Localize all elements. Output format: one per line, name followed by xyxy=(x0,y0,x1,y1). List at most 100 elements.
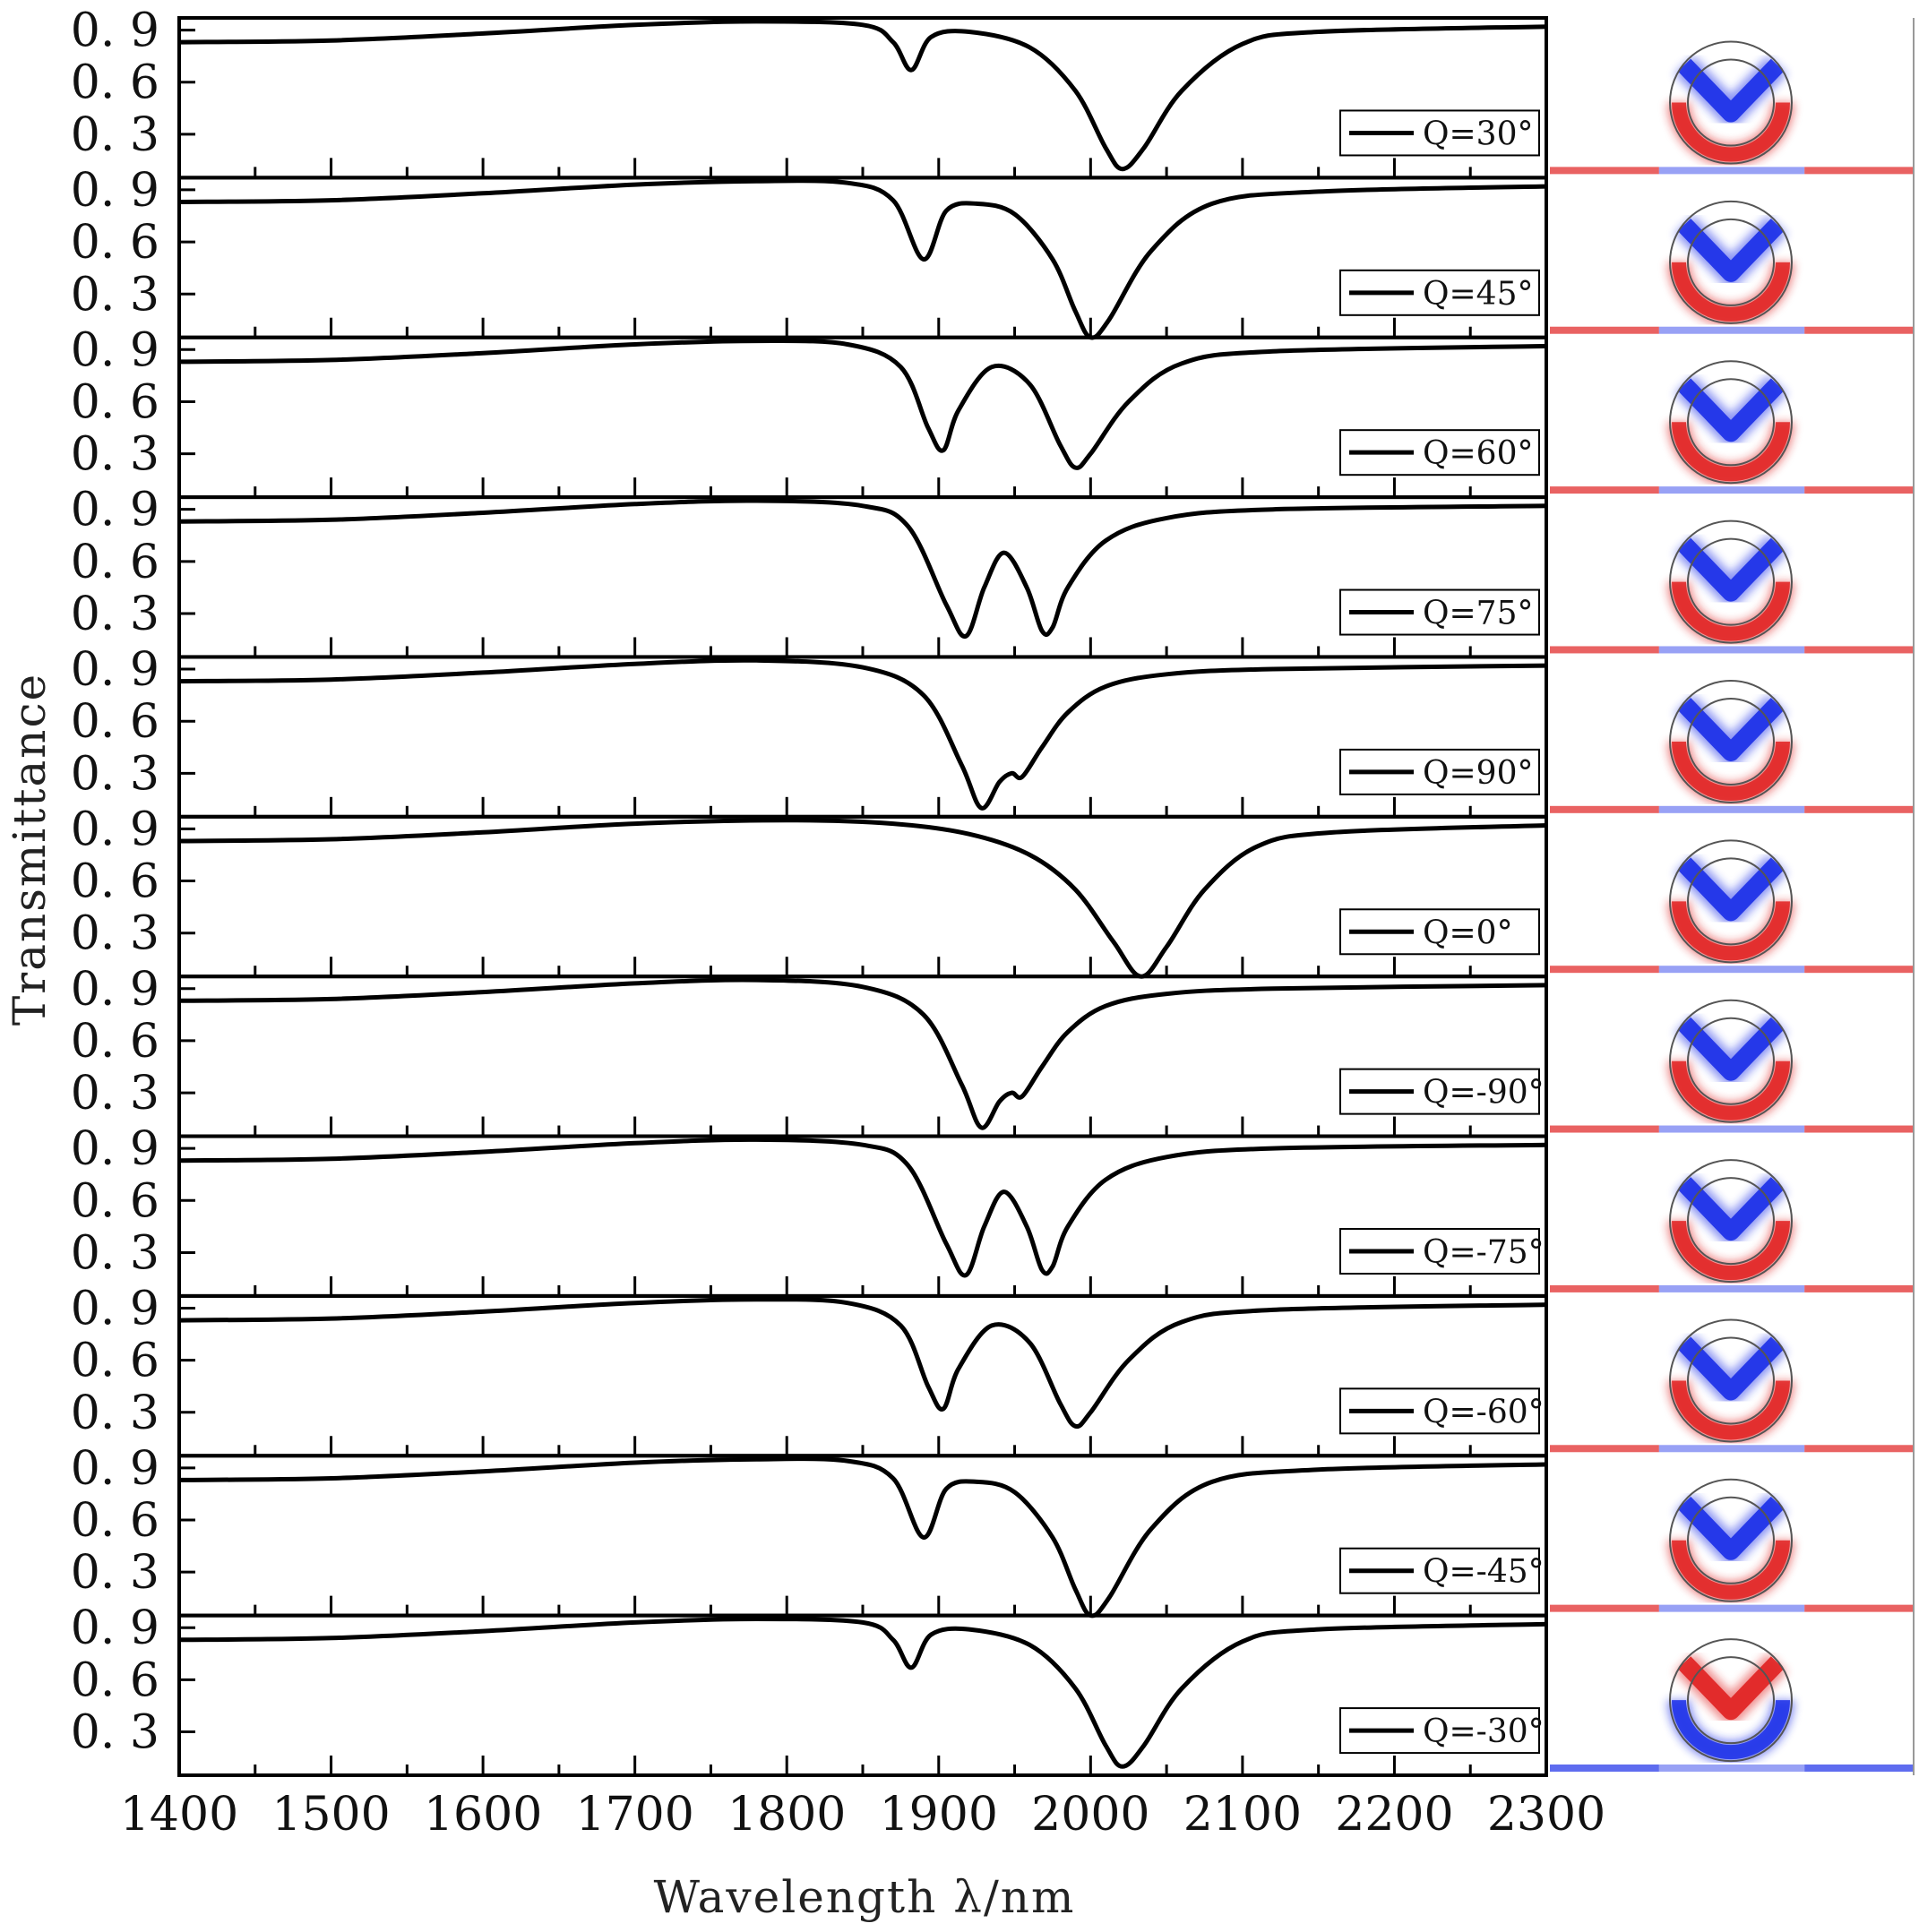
waveguide-field xyxy=(1658,1604,1805,1612)
legend-label: Q=90° xyxy=(1423,755,1534,792)
legend-label: Q=0° xyxy=(1423,914,1513,951)
y-tick-label: 0. 3 xyxy=(71,747,159,801)
ring-field-core xyxy=(1672,421,1790,482)
x-tick-label: 1800 xyxy=(727,1788,846,1842)
series-line xyxy=(178,818,1547,979)
ring-outline-outer xyxy=(1669,1318,1793,1443)
y-tick-label: 0. 3 xyxy=(71,1226,159,1280)
y-tick-label: 0. 3 xyxy=(71,108,159,162)
panel-1: 0. 90. 60. 3 Q=30° xyxy=(71,4,1548,180)
ring-outline-inner xyxy=(1687,697,1775,786)
panel-5: 0. 90. 60. 3 Q=90° xyxy=(71,643,1548,819)
y-tick-label: 0. 6 xyxy=(71,695,159,749)
waveguide-field xyxy=(1550,1284,1659,1292)
waveguide-field xyxy=(1804,1125,1914,1133)
field-map-11 xyxy=(1550,1638,1914,1772)
y-tick-label: 0. 6 xyxy=(71,1015,159,1069)
legend-label: Q=45° xyxy=(1423,276,1534,313)
ring-outline-inner xyxy=(1687,58,1775,147)
field-map-1 xyxy=(1550,40,1914,175)
series-line xyxy=(178,178,1547,340)
ring-field-core xyxy=(1672,741,1790,801)
ring-field-core xyxy=(1672,581,1790,641)
y-tick-label: 0. 9 xyxy=(71,323,159,377)
ring-outline-outer xyxy=(1669,1638,1793,1763)
waveguide-field xyxy=(1658,646,1805,654)
v-field-core xyxy=(1677,1336,1785,1401)
panel-8: 0. 90. 60. 3 Q=-75° xyxy=(71,1122,1548,1298)
ring-outline-outer xyxy=(1669,999,1793,1123)
ring-outline-inner xyxy=(1687,218,1775,306)
y-tick-label: 0. 9 xyxy=(71,963,159,1017)
ring-outline-outer xyxy=(1669,679,1793,803)
y-tick-label: 0. 9 xyxy=(71,1122,159,1176)
ring-outline-outer xyxy=(1669,40,1793,165)
waveguide-field xyxy=(1658,1284,1805,1292)
x-tick-label: 1400 xyxy=(120,1788,238,1842)
v-field-core xyxy=(1677,1496,1785,1560)
legend-box xyxy=(1339,1068,1540,1115)
ring-outline-outer xyxy=(1669,360,1793,485)
waveguide-field xyxy=(1804,326,1914,334)
field-map-3 xyxy=(1550,360,1914,494)
ring-field-core xyxy=(1672,1699,1790,1760)
v-field-core xyxy=(1677,1177,1785,1241)
x-tick-label: 1900 xyxy=(880,1788,998,1842)
waveguide-field xyxy=(1658,326,1805,334)
x-tick-label: 2200 xyxy=(1335,1788,1453,1842)
ring-field-core xyxy=(1672,1380,1790,1440)
waveguide-field xyxy=(1804,1284,1914,1292)
waveguide-field xyxy=(1550,966,1659,974)
x-tick-label: 2000 xyxy=(1031,1788,1149,1842)
panel-6: 0. 90. 60. 3 Q=0° xyxy=(71,803,1548,979)
series-line xyxy=(178,1297,1547,1430)
field-map-10 xyxy=(1550,1478,1914,1612)
panel-11: 0. 90. 60. 3 Q=-30° xyxy=(71,1601,1548,1777)
plot-panels: 0. 90. 60. 3 Q=30°0. 90. 60. 3 Q=45°0. 90.… xyxy=(71,4,1548,1777)
ring-outline-inner xyxy=(1687,378,1775,467)
waveguide-field xyxy=(1658,966,1805,974)
waveguide-field xyxy=(1804,1604,1914,1612)
y-tick-label: 0. 9 xyxy=(71,803,159,856)
ring-outline-outer xyxy=(1669,519,1793,644)
ring-field-core xyxy=(1672,1220,1790,1280)
legend-label: Q=-75° xyxy=(1423,1234,1545,1271)
ring-outline-inner xyxy=(1687,1496,1775,1584)
x-tick-label: 2100 xyxy=(1183,1788,1302,1842)
y-tick-label: 0. 9 xyxy=(71,4,159,58)
field-map-5 xyxy=(1550,679,1914,813)
series-line xyxy=(178,1137,1547,1278)
field-map-2 xyxy=(1550,200,1914,334)
waveguide-field xyxy=(1550,1604,1659,1612)
legend-label: Q=-60° xyxy=(1423,1394,1545,1430)
panel-10: 0. 90. 60. 3 Q=-45° xyxy=(71,1442,1548,1619)
waveguide-field xyxy=(1804,646,1914,654)
ring-field-core xyxy=(1672,1060,1790,1121)
y-tick-label: 0. 6 xyxy=(71,855,159,909)
y-tick-label: 0. 6 xyxy=(71,216,159,270)
y-tick-label: 0. 3 xyxy=(71,1546,159,1600)
waveguide-field xyxy=(1658,486,1805,494)
field-map-4 xyxy=(1550,519,1914,654)
waveguide-field xyxy=(1658,1445,1805,1453)
x-axis-title: Wavelength λ/nm xyxy=(654,1871,1076,1923)
v-field-core xyxy=(1677,537,1785,602)
waveguide-field xyxy=(1804,966,1914,974)
waveguide-field xyxy=(1550,1445,1659,1453)
panel-3: 0. 90. 60. 3 Q=60° xyxy=(71,323,1548,500)
waveguide-field xyxy=(1804,167,1914,175)
field-map-6 xyxy=(1550,839,1914,974)
waveguide-field xyxy=(1550,486,1659,494)
y-tick-label: 0. 3 xyxy=(71,428,159,482)
legend-label: Q=60° xyxy=(1423,435,1534,472)
v-field-core xyxy=(1677,857,1785,922)
waveguide-field xyxy=(1804,805,1914,813)
field-map-9 xyxy=(1550,1318,1914,1453)
v-field-core xyxy=(1677,1656,1785,1721)
y-tick-label: 0. 3 xyxy=(71,588,159,641)
y-tick-label: 0. 9 xyxy=(71,643,159,697)
y-tick-label: 0. 9 xyxy=(71,164,159,218)
ring-outline-outer xyxy=(1669,200,1793,324)
y-tick-label: 0. 9 xyxy=(71,1442,159,1496)
y-tick-label: 0. 6 xyxy=(71,1174,159,1228)
